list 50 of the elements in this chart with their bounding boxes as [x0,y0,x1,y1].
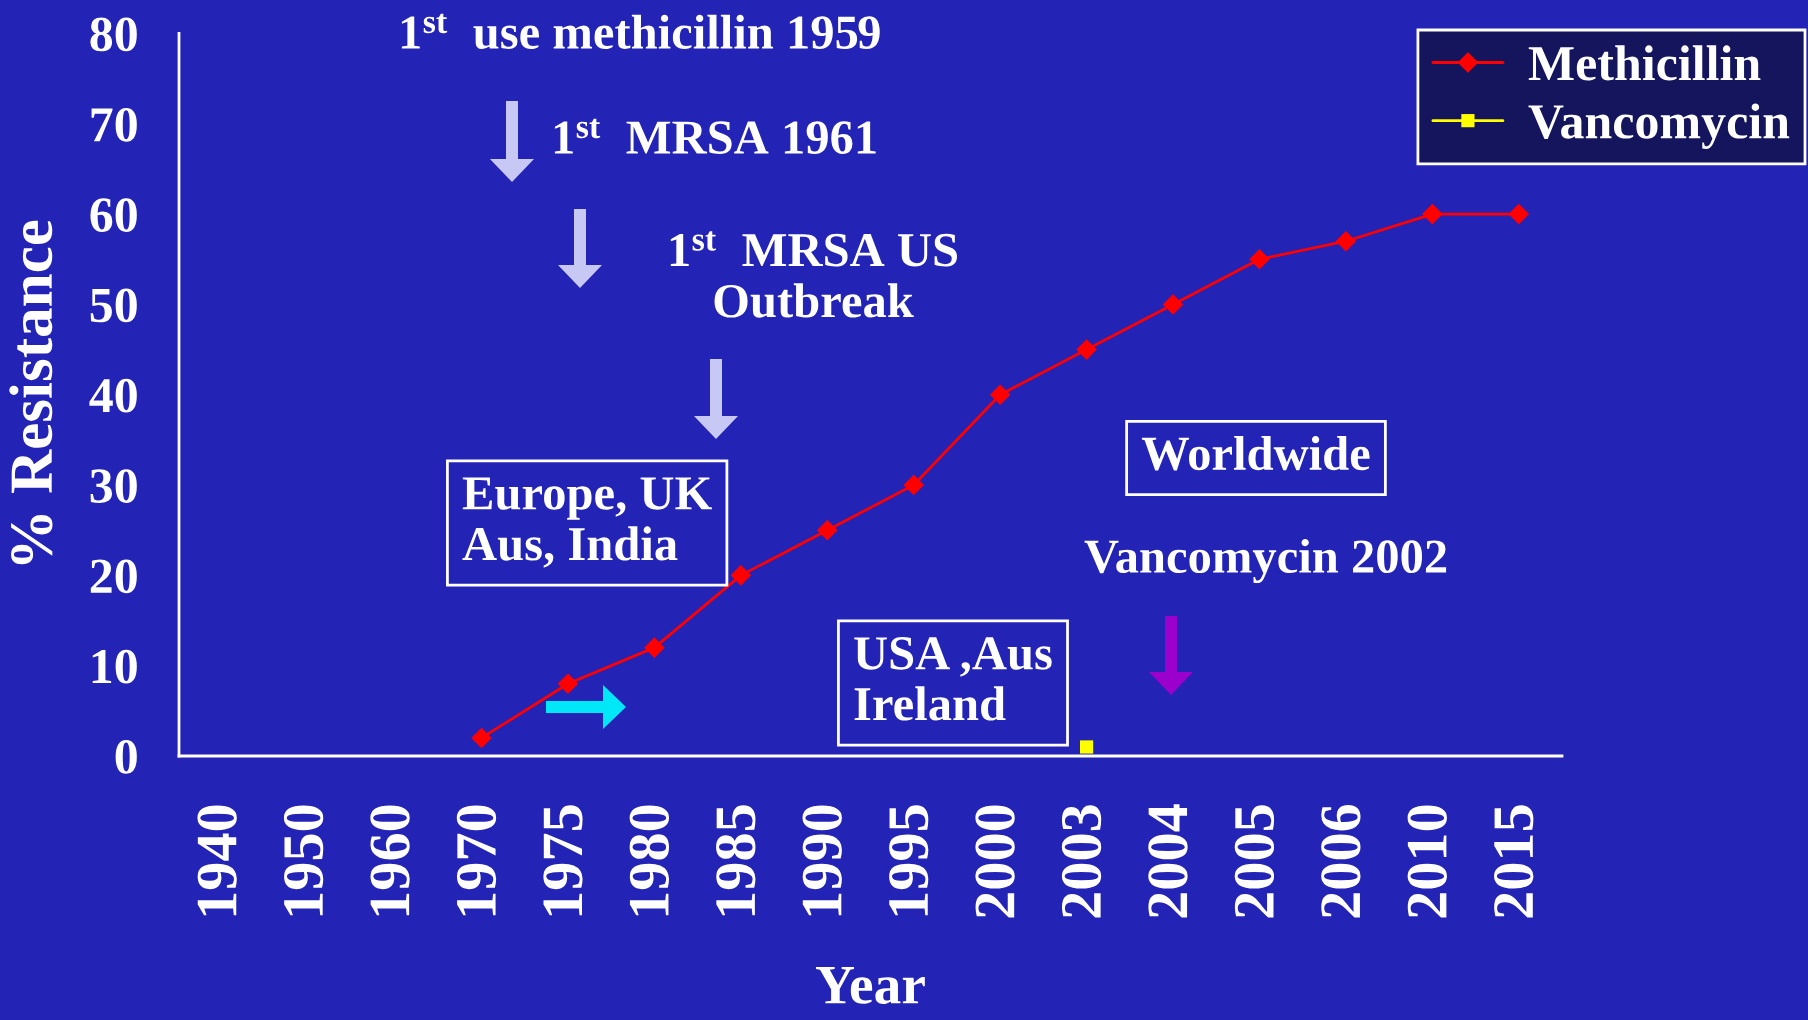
point [1080,740,1094,754]
y-tick-label: 20 [90,559,137,594]
y-tick-label: 0 [115,740,137,774]
point [1162,294,1184,315]
point [989,384,1011,406]
x-tick-label: 2015 [1494,805,1534,918]
x-tick-label: 1960 [370,805,410,916]
x-tick-label: 2006 [1321,804,1361,918]
point [816,519,838,541]
point [1076,339,1097,360]
x-tick-label: 1940 [197,805,237,916]
x-tick-label: 2003 [1061,805,1102,918]
annotation: 1$^{st}$ MRSA US Outbreak [670,231,957,318]
x-tick-label: 1975 [543,805,583,916]
x-tick-label: 2000 [975,805,1015,918]
y-tick-label: 30 [90,469,137,503]
x-tick-label: 1995 [889,805,929,916]
point [644,637,665,658]
annotation: 1$^{st}$ MRSA 1961 [554,118,876,154]
legend-label: Vancomycin [1528,103,1790,149]
y-tick-label: 80 [90,17,137,52]
x-tick-label: 2004 [1148,804,1188,918]
point [730,565,752,586]
point [1508,203,1530,225]
point [1249,248,1270,270]
point [557,673,579,695]
x-tick-label: 1990 [802,805,842,916]
x-tick-label: 1950 [283,805,324,916]
annotation: Vancomycin 2002 [1084,538,1447,584]
x-tick-label: 2005 [1234,805,1275,918]
y-tick-label: 60 [90,198,137,232]
x-tick-label: 1970 [456,805,497,916]
y-tick-label: 40 [89,378,137,413]
legend-label: Methicillin [1528,45,1761,81]
annotation: Europe, UK Aus, India [462,477,712,568]
x-tick-label: 1980 [629,805,670,916]
y-tick-label: 70 [91,107,137,142]
y-axis-title: % Resistance [9,220,53,565]
annotation: USA ,Aus Ireland [854,637,1052,721]
y-tick-label: 50 [90,288,137,323]
y-tick-label: 10 [92,649,137,684]
point [903,474,925,496]
point [1422,203,1443,225]
point [471,727,492,749]
annotation: Worldwide [1141,435,1370,471]
x-tick-label: 1985 [716,805,756,916]
point [1335,230,1357,252]
x-tick-label: 2010 [1407,805,1447,918]
annotation: 1$^{st}$ use methicillin 1959 [401,13,880,50]
x-axis-title: Year [815,966,925,1004]
